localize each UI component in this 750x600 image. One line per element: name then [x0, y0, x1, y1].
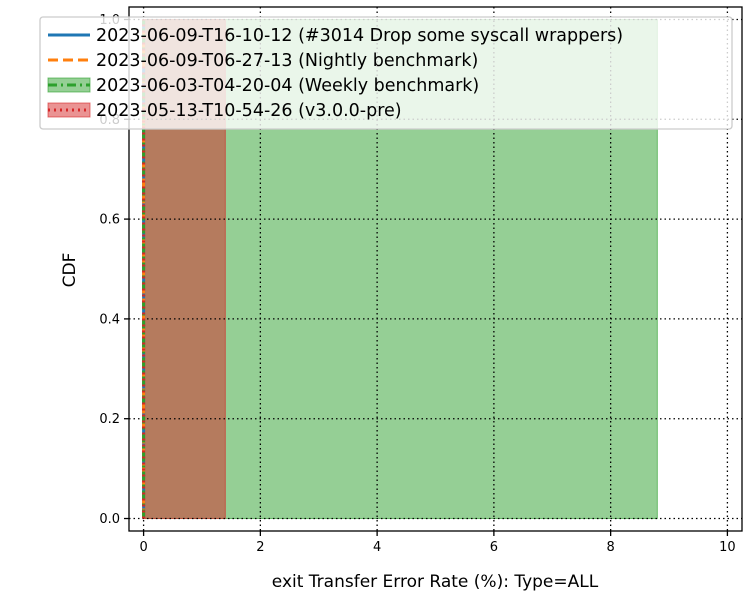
x-tick-label-5: 10 — [719, 540, 736, 555]
x-tick-label-1: 2 — [256, 540, 264, 555]
axes-frame — [128, 6, 743, 532]
y-tick-label-2: 0.4 — [99, 312, 120, 327]
legend-entry-3: 2023-06-03-T04-20-04 (Weekly benchmark) — [96, 76, 479, 96]
y-tick-label-0: 0.0 — [99, 512, 120, 527]
x-tick-label-4: 8 — [607, 540, 615, 555]
legend-entry-2: 2023-06-09-T06-27-13 (Nightly benchmark) — [96, 51, 478, 71]
legend-entry-4: 2023-05-13-T10-54-26 (v3.0.0-pre) — [96, 101, 402, 121]
legend-box — [39, 16, 733, 130]
axes-border — [128, 6, 743, 532]
x-axis-label: exit Transfer Error Rate (%): Type=ALL — [272, 572, 599, 592]
y-tick-label-1: 0.2 — [99, 412, 120, 427]
y-tick-label-3: 0.6 — [99, 213, 120, 228]
x-tick-label-2: 4 — [373, 540, 381, 555]
legend-entry-1: 2023-06-09-T16-10-12 (#3014 Drop some sy… — [96, 26, 623, 46]
legend: 2023-06-09-T16-10-12 (#3014 Drop some sy… — [39, 16, 733, 130]
x-tick-label-0: 0 — [139, 540, 147, 555]
x-axis-ticks: 0 2 4 6 8 10 — [139, 531, 736, 555]
y-axis-label: CDF — [60, 253, 80, 288]
x-tick-label-3: 6 — [490, 540, 498, 555]
